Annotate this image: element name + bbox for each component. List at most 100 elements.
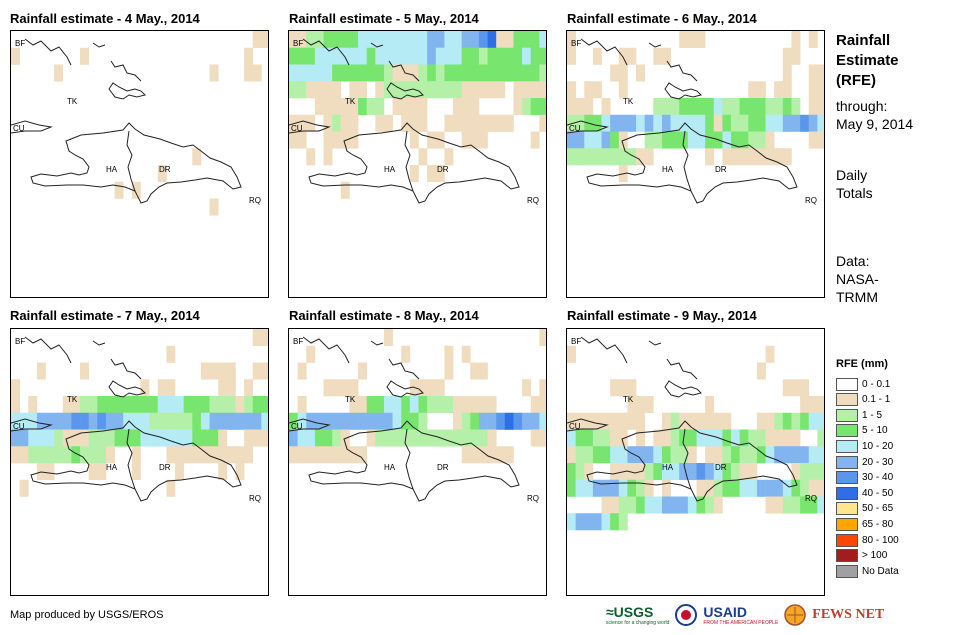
rain-cell (696, 496, 706, 514)
rain-cell (765, 496, 775, 514)
rain-cell (601, 98, 611, 116)
rain-cell (748, 81, 758, 99)
rain-cell (461, 64, 471, 82)
rain-cell (392, 64, 402, 82)
rain-cell (461, 396, 471, 414)
rain-cell (140, 429, 150, 447)
rain-cell (306, 429, 316, 447)
rain-cell (817, 479, 824, 497)
rain-cell (314, 412, 324, 430)
rain-cell (297, 429, 307, 447)
rain-cell (636, 412, 645, 430)
rain-cell (435, 396, 445, 414)
rain-cell (731, 429, 740, 447)
rain-cell (584, 479, 594, 497)
side-date: May 9, 2014 (836, 116, 914, 132)
rain-cell (358, 47, 367, 65)
rain-cell (584, 98, 594, 116)
rain-cell (444, 362, 454, 380)
rain-cell (739, 429, 749, 447)
rain-cell (349, 114, 359, 132)
rain-cell (218, 463, 228, 481)
rain-cell (618, 64, 628, 82)
rain-cell (314, 31, 324, 49)
rain-cell (105, 396, 115, 414)
rain-cell (487, 114, 497, 132)
rain-cell (340, 98, 350, 116)
rain-cell (235, 412, 245, 430)
panel-title-may5: Rainfall estimate - 5 May., 2014 (289, 11, 479, 26)
rain-cell (756, 429, 766, 447)
coastline (664, 82, 702, 100)
rain-cell (401, 114, 411, 132)
rain-cell (444, 429, 454, 447)
rain-cell (470, 47, 480, 65)
rain-cell (409, 114, 419, 132)
rain-cell (661, 429, 671, 447)
rain-cell (636, 446, 645, 464)
rain-cell (539, 81, 546, 99)
rain-cell (200, 396, 210, 414)
coastline (664, 380, 702, 398)
rain-cell (808, 81, 818, 99)
rain-cell (478, 114, 488, 132)
rain-cell (123, 396, 133, 414)
rain-cell (418, 429, 428, 447)
rain-cell (687, 496, 697, 514)
rain-cell (636, 496, 645, 514)
rain-cell (375, 81, 385, 99)
rain-cell (209, 446, 219, 464)
side-title-rfe: (RFE) (836, 72, 876, 89)
rain-cell (36, 429, 46, 447)
rain-cell (800, 114, 810, 132)
rain-cell (427, 64, 437, 82)
legend-swatch (836, 471, 858, 485)
rain-cell (610, 446, 620, 464)
rain-cell (748, 446, 758, 464)
coastline (30, 122, 242, 204)
fews-net-logo: FEWS NET (812, 607, 885, 622)
rain-cell (461, 98, 471, 116)
rain-cell (800, 496, 810, 514)
rain-cell (765, 131, 775, 149)
rain-cell (80, 429, 89, 447)
rain-cell (54, 412, 64, 430)
rain-cell (461, 446, 471, 464)
rain-cell (461, 412, 471, 430)
rain-cell (261, 412, 268, 430)
rain-cell (653, 114, 663, 132)
rain-cell (670, 463, 680, 481)
rain-cell (332, 446, 342, 464)
rain-cell (409, 31, 419, 49)
coastline (580, 38, 698, 82)
rain-cell (401, 98, 411, 116)
rain-cell (644, 396, 654, 414)
rain-cell (289, 64, 298, 82)
rain-cell (252, 362, 262, 380)
rain-cell (705, 98, 715, 116)
rain-cell (487, 429, 497, 447)
legend-swatch (836, 377, 858, 391)
legend-label: 50 - 65 (862, 503, 894, 515)
rain-cell (705, 429, 715, 447)
rain-cell (592, 429, 602, 447)
usaid-seal-icon (675, 604, 698, 626)
rain-cell (567, 479, 576, 497)
rain-cell (567, 513, 576, 531)
rain-cell (175, 412, 184, 430)
rain-cell (323, 429, 333, 447)
side-through: through: (836, 98, 888, 114)
rain-cell (252, 412, 262, 430)
rain-cell (261, 31, 268, 49)
rain-cell (418, 412, 428, 430)
rain-cell (487, 64, 497, 82)
rain-cell (687, 463, 697, 481)
rain-cell (401, 396, 411, 414)
rain-cell (808, 396, 818, 414)
rain-cell (731, 148, 740, 166)
rain-cell (817, 114, 824, 132)
rain-cell (323, 446, 333, 464)
rain-cell (722, 479, 732, 497)
rain-cell (80, 396, 89, 414)
rain-cell (332, 114, 342, 132)
